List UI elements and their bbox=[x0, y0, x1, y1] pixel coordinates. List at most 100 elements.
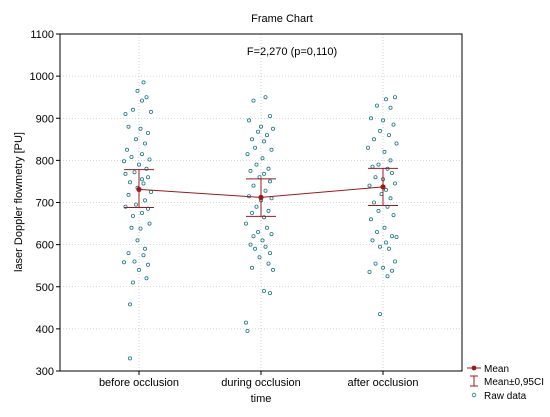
raw-data-point bbox=[243, 221, 248, 226]
raw-data-point bbox=[380, 118, 385, 123]
raw-data-point bbox=[263, 244, 268, 249]
raw-data-point bbox=[251, 234, 256, 239]
x-axis-label: time bbox=[251, 393, 272, 405]
raw-data-point bbox=[133, 202, 138, 207]
raw-data-point bbox=[264, 225, 269, 230]
raw-data-point bbox=[373, 261, 378, 266]
raw-data-point bbox=[141, 181, 146, 186]
y-tick-label: 1100 bbox=[30, 29, 54, 41]
raw-data-point bbox=[376, 208, 381, 213]
raw-data-point bbox=[251, 98, 256, 103]
x-tick-label: after occlusion bbox=[348, 377, 419, 389]
raw-data-point bbox=[243, 320, 248, 325]
plot-frame bbox=[59, 33, 463, 372]
y-tick-label: 1000 bbox=[30, 71, 54, 83]
raw-data-point bbox=[260, 238, 265, 243]
raw-data-point bbox=[147, 157, 152, 162]
raw-data-point bbox=[249, 265, 254, 270]
raw-data-point bbox=[374, 103, 379, 108]
raw-data-point bbox=[267, 179, 272, 184]
raw-data-point bbox=[266, 208, 271, 213]
raw-data-point bbox=[394, 234, 399, 239]
raw-data-point bbox=[263, 95, 268, 100]
raw-data-point bbox=[383, 240, 388, 245]
raw-data-point bbox=[261, 171, 266, 176]
raw-data-point bbox=[139, 152, 144, 157]
raw-data-point bbox=[257, 255, 262, 260]
raw-data-point bbox=[245, 152, 250, 157]
raw-data-point bbox=[389, 268, 394, 273]
raw-data-point bbox=[132, 170, 137, 175]
mean-point bbox=[136, 186, 142, 192]
raw-data-point bbox=[383, 97, 388, 102]
raw-data-point bbox=[255, 229, 260, 234]
raw-data-point bbox=[392, 95, 397, 100]
raw-data-point bbox=[371, 137, 376, 142]
raw-data-point bbox=[394, 141, 399, 146]
raw-data-point bbox=[267, 291, 272, 296]
mean-point bbox=[258, 194, 264, 200]
raw-data-point bbox=[258, 124, 263, 129]
raw-data-point bbox=[382, 225, 387, 230]
raw-data-point bbox=[370, 238, 375, 243]
raw-data-point bbox=[252, 145, 257, 150]
raw-data-point bbox=[129, 154, 134, 159]
raw-data-point bbox=[142, 198, 147, 203]
raw-data-point bbox=[261, 139, 266, 144]
y-tick-label: 600 bbox=[36, 240, 54, 252]
raw-data-point bbox=[129, 225, 134, 230]
raw-data-point bbox=[142, 246, 147, 251]
raw-data-point bbox=[127, 302, 132, 307]
raw-data-point bbox=[254, 162, 259, 167]
raw-data-point bbox=[392, 259, 397, 264]
raw-data-point bbox=[130, 280, 135, 285]
y-tick-label: 800 bbox=[36, 155, 54, 167]
raw-data-point bbox=[266, 261, 271, 266]
y-tick-label: 400 bbox=[36, 324, 54, 336]
raw-data-point bbox=[126, 251, 131, 256]
raw-data-point bbox=[267, 114, 272, 119]
raw-data-point bbox=[255, 129, 260, 134]
raw-data-point bbox=[136, 162, 141, 167]
raw-data-point bbox=[138, 126, 143, 131]
raw-data-point bbox=[383, 187, 388, 192]
raw-data-point bbox=[386, 133, 391, 138]
raw-data-point bbox=[139, 177, 144, 182]
y-tick-label: 900 bbox=[36, 113, 54, 125]
raw-data-point bbox=[130, 213, 135, 218]
chart-title: Frame Chart bbox=[251, 13, 313, 25]
raw-data-point bbox=[141, 253, 146, 258]
raw-data-point bbox=[380, 265, 385, 270]
raw-data-point bbox=[130, 107, 135, 112]
x-tick-label: before occlusion bbox=[99, 377, 179, 389]
chart-annotation: F=2,270 (p=0,110) bbox=[247, 46, 337, 58]
raw-data-point bbox=[245, 328, 250, 333]
raw-data-point bbox=[123, 171, 128, 176]
mean-series bbox=[136, 184, 386, 200]
raw-data-point bbox=[122, 260, 127, 265]
raw-data-point bbox=[269, 232, 274, 237]
raw-data-point bbox=[144, 95, 149, 100]
raw-data-point bbox=[382, 149, 387, 154]
raw-data-point bbox=[145, 262, 150, 267]
raw-data-point bbox=[122, 159, 127, 164]
x-tick-label: during occlusion bbox=[221, 377, 301, 389]
raw-data-point bbox=[391, 122, 396, 127]
raw-data-point bbox=[374, 229, 379, 234]
x-axis-ticks: before occlusion during occlusion after oc… bbox=[99, 371, 419, 389]
y-tick-label: 500 bbox=[36, 282, 54, 294]
raw-data-point bbox=[133, 137, 138, 142]
raw-data-point bbox=[266, 166, 271, 171]
raw-data-point bbox=[365, 145, 370, 150]
y-axis-label: laser Doppler flowmetry [PU] bbox=[13, 132, 25, 272]
raw-data-point bbox=[368, 116, 373, 121]
raw-data-point bbox=[377, 312, 382, 317]
legend-entry-label: Mean±0,95CI bbox=[484, 377, 544, 388]
raw-data-point bbox=[367, 269, 372, 274]
y-tick-label: 700 bbox=[36, 198, 54, 210]
raw-data-point bbox=[132, 259, 137, 264]
raw-data-point bbox=[391, 213, 396, 218]
legend-entry-label: Mean bbox=[484, 364, 509, 375]
raw-data-point bbox=[136, 267, 141, 272]
